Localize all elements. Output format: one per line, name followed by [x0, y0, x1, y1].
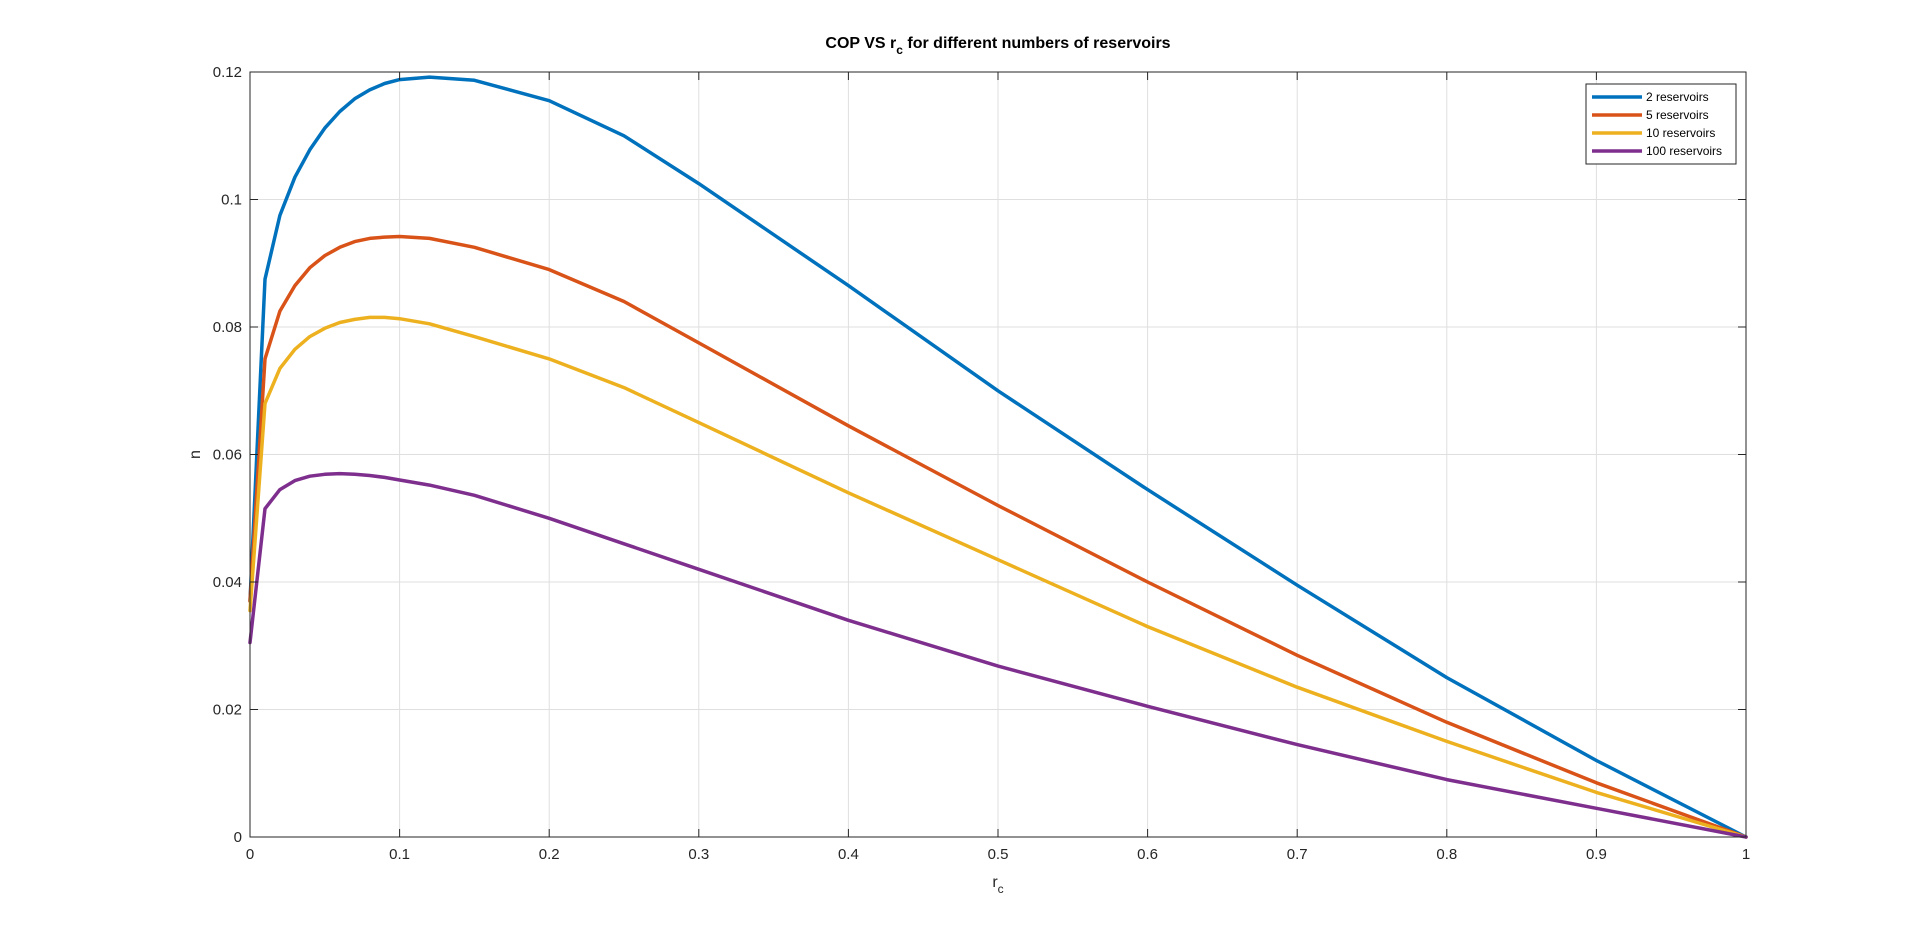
x-tick-label: 0 [246, 846, 254, 863]
chart-title-rest: for different numbers of reservoirs [903, 35, 1171, 52]
x-tick-label: 0.5 [988, 846, 1009, 863]
chart-title: COP VS rc for different numbers of reser… [825, 35, 1170, 57]
x-axis-label-main: r [992, 874, 998, 891]
y-tick-label: 0.06 [213, 447, 242, 464]
x-tick-label: 0.8 [1436, 846, 1457, 863]
x-tick-label: 0.6 [1137, 846, 1158, 863]
x-axis-label: rc [992, 874, 1003, 896]
x-tick-label: 1 [1742, 846, 1750, 863]
x-axis-label-subscript: c [998, 882, 1004, 896]
y-tick-label: 0.1 [221, 192, 242, 209]
x-tick-label: 0.3 [688, 846, 709, 863]
x-tick-label: 0.4 [838, 846, 859, 863]
legend-label-4: 100 reservoirs [1646, 144, 1722, 158]
series-line-2 [248, 234, 1748, 839]
x-tick-label: 0.2 [539, 846, 560, 863]
legend-label-1: 2 reservoirs [1646, 90, 1709, 104]
y-axis-label: n [187, 450, 204, 459]
y-tick-label: 0.08 [213, 319, 242, 336]
legend-label-3: 10 reservoirs [1646, 126, 1715, 140]
y-tick-label: 0.12 [213, 64, 242, 81]
x-tick-label: 0.7 [1287, 846, 1308, 863]
grid-lines [249, 71, 1747, 838]
series-line-4 [248, 471, 1748, 839]
legend: 2 reservoirs 5 reservoirs 10 reservoirs 100… [1585, 83, 1737, 165]
x-tick-label: 0.9 [1586, 846, 1607, 863]
legend-label-2: 5 reservoirs [1646, 108, 1709, 122]
chart-title-subscript: c [896, 43, 903, 57]
chart-title-main: COP VS r [825, 35, 896, 52]
series-lines [248, 75, 1748, 839]
axis-ticks: 0 0.1 0.2 0.3 0.4 0.5 0.6 0.7 0.8 0.9 1 0 0.02 0.04 0.… [213, 64, 1750, 863]
y-tick-label: 0 [234, 829, 242, 846]
y-tick-label: 0.02 [213, 702, 242, 719]
y-tick-label: 0.04 [213, 574, 242, 591]
series-line-1 [248, 75, 1748, 839]
x-tick-label: 0.1 [389, 846, 410, 863]
series-line-3 [248, 315, 1748, 839]
